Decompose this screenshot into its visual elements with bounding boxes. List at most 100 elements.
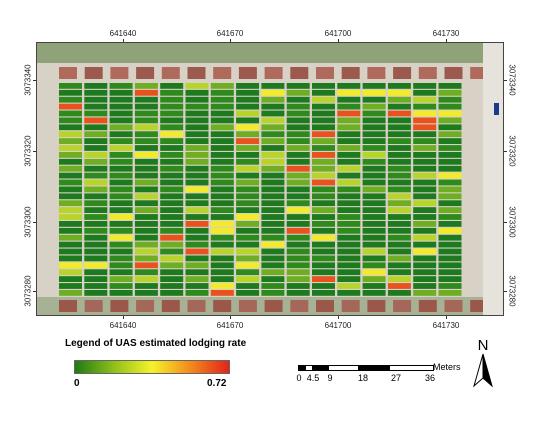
- lodging-plot: [109, 241, 133, 248]
- lodging-plot: [160, 83, 184, 89]
- lodging-plot: [312, 269, 335, 276]
- scale-segment: [328, 365, 359, 371]
- lodging-plot: [387, 103, 411, 110]
- lodging-plot: [59, 200, 82, 207]
- lodging-plot: [160, 172, 184, 179]
- lodging-plot: [236, 269, 260, 276]
- lodging-plot: [210, 193, 234, 200]
- lodging-plot: [185, 172, 209, 179]
- lodging-plot: [59, 290, 82, 296]
- lodging-plot: [387, 200, 411, 207]
- lodging-plot: [236, 276, 260, 282]
- lodging-plot: [236, 290, 260, 296]
- lodging-plot: [84, 158, 108, 165]
- border-plot: [161, 67, 180, 79]
- lodging-plot: [337, 248, 361, 255]
- lodging-plot: [261, 103, 285, 110]
- lodging-plot: [59, 165, 82, 172]
- border-plot: [290, 67, 309, 79]
- lodging-plot: [109, 186, 133, 193]
- lodging-plot: [134, 283, 158, 289]
- lodging-plot: [362, 248, 386, 255]
- lodging-plot: [160, 248, 184, 255]
- lodging-plot: [109, 269, 133, 276]
- lodging-plot: [362, 110, 386, 117]
- border-plot: [238, 300, 257, 312]
- lodging-plot: [185, 117, 209, 124]
- lodging-plot: [134, 138, 158, 144]
- lodging-plot: [109, 96, 133, 103]
- border-plot: [367, 300, 386, 312]
- lodging-plot: [210, 221, 234, 227]
- lodging-plot: [134, 200, 158, 207]
- lodging-plot: [134, 110, 158, 117]
- lodging-plot: [286, 131, 310, 138]
- border-plot: [59, 300, 77, 312]
- lodging-plot: [286, 193, 310, 200]
- lodging-plot: [185, 103, 209, 110]
- border-plot: [264, 67, 283, 79]
- lodging-plot: [59, 234, 82, 241]
- lodging-plot: [109, 158, 133, 165]
- lodging-plot: [438, 276, 462, 282]
- lodging-plot: [236, 248, 260, 255]
- lodging-plot: [387, 234, 411, 241]
- lodging-plot: [337, 110, 361, 117]
- lodging-plot: [413, 221, 437, 227]
- lodging-plot: [134, 165, 158, 172]
- axis-tick: [123, 39, 124, 42]
- lodging-plot: [59, 221, 82, 227]
- lodging-plot: [362, 165, 386, 172]
- border-plot: [444, 300, 463, 312]
- lodging-plot: [84, 193, 108, 200]
- lodging-plot: [438, 227, 462, 234]
- lodging-plot: [109, 255, 133, 262]
- lodging-plot: [286, 186, 310, 193]
- lodging-plot: [210, 124, 234, 131]
- lodging-plot: [185, 110, 209, 117]
- lodging-plot: [160, 110, 184, 117]
- lodging-plot: [362, 290, 386, 296]
- lodging-plot: [438, 207, 462, 213]
- lodging-plot: [210, 138, 234, 144]
- lodging-plot: [286, 145, 310, 151]
- lodging-plot: [413, 283, 437, 289]
- border-plot: [316, 67, 334, 79]
- lodging-plot: [84, 283, 108, 289]
- lodging-plot: [185, 152, 209, 158]
- lodging-plot: [160, 207, 184, 213]
- scale-segment: [389, 365, 434, 371]
- border-plot: [341, 67, 360, 79]
- lodging-plot: [185, 269, 209, 276]
- lodging-plot: [387, 269, 411, 276]
- lodging-plot: [387, 221, 411, 227]
- lodging-plot: [84, 103, 108, 110]
- lodging-plot: [185, 227, 209, 234]
- lodging-plot: [59, 172, 82, 179]
- lodging-plot: [337, 214, 361, 220]
- lodging-plot: [387, 145, 411, 151]
- lodging-plot: [185, 255, 209, 262]
- lodging-plot: [84, 124, 108, 131]
- lodging-plot: [160, 200, 184, 207]
- lodging-plot: [413, 255, 437, 262]
- lodging-plot: [236, 186, 260, 193]
- lodging-plot: [59, 276, 82, 282]
- lodging-plot: [362, 200, 386, 207]
- lodging-plot: [337, 200, 361, 207]
- lodging-plot: [109, 262, 133, 269]
- lodging-plot: [286, 283, 310, 289]
- lodging-plot: [286, 103, 310, 110]
- lodging-plot: [236, 172, 260, 179]
- lodging-plot: [312, 131, 335, 138]
- lodging-plot: [438, 200, 462, 207]
- lodging-plot: [413, 124, 437, 131]
- legend-max-label: 0.72: [207, 378, 227, 389]
- top-tick-label: 641700: [324, 29, 352, 38]
- lodging-plot: [387, 83, 411, 89]
- lodging-plot: [59, 283, 82, 289]
- lodging-plot: [362, 186, 386, 193]
- lodging-plot: [84, 207, 108, 213]
- lodging-plot: [286, 172, 310, 179]
- lodging-plot: [438, 117, 462, 124]
